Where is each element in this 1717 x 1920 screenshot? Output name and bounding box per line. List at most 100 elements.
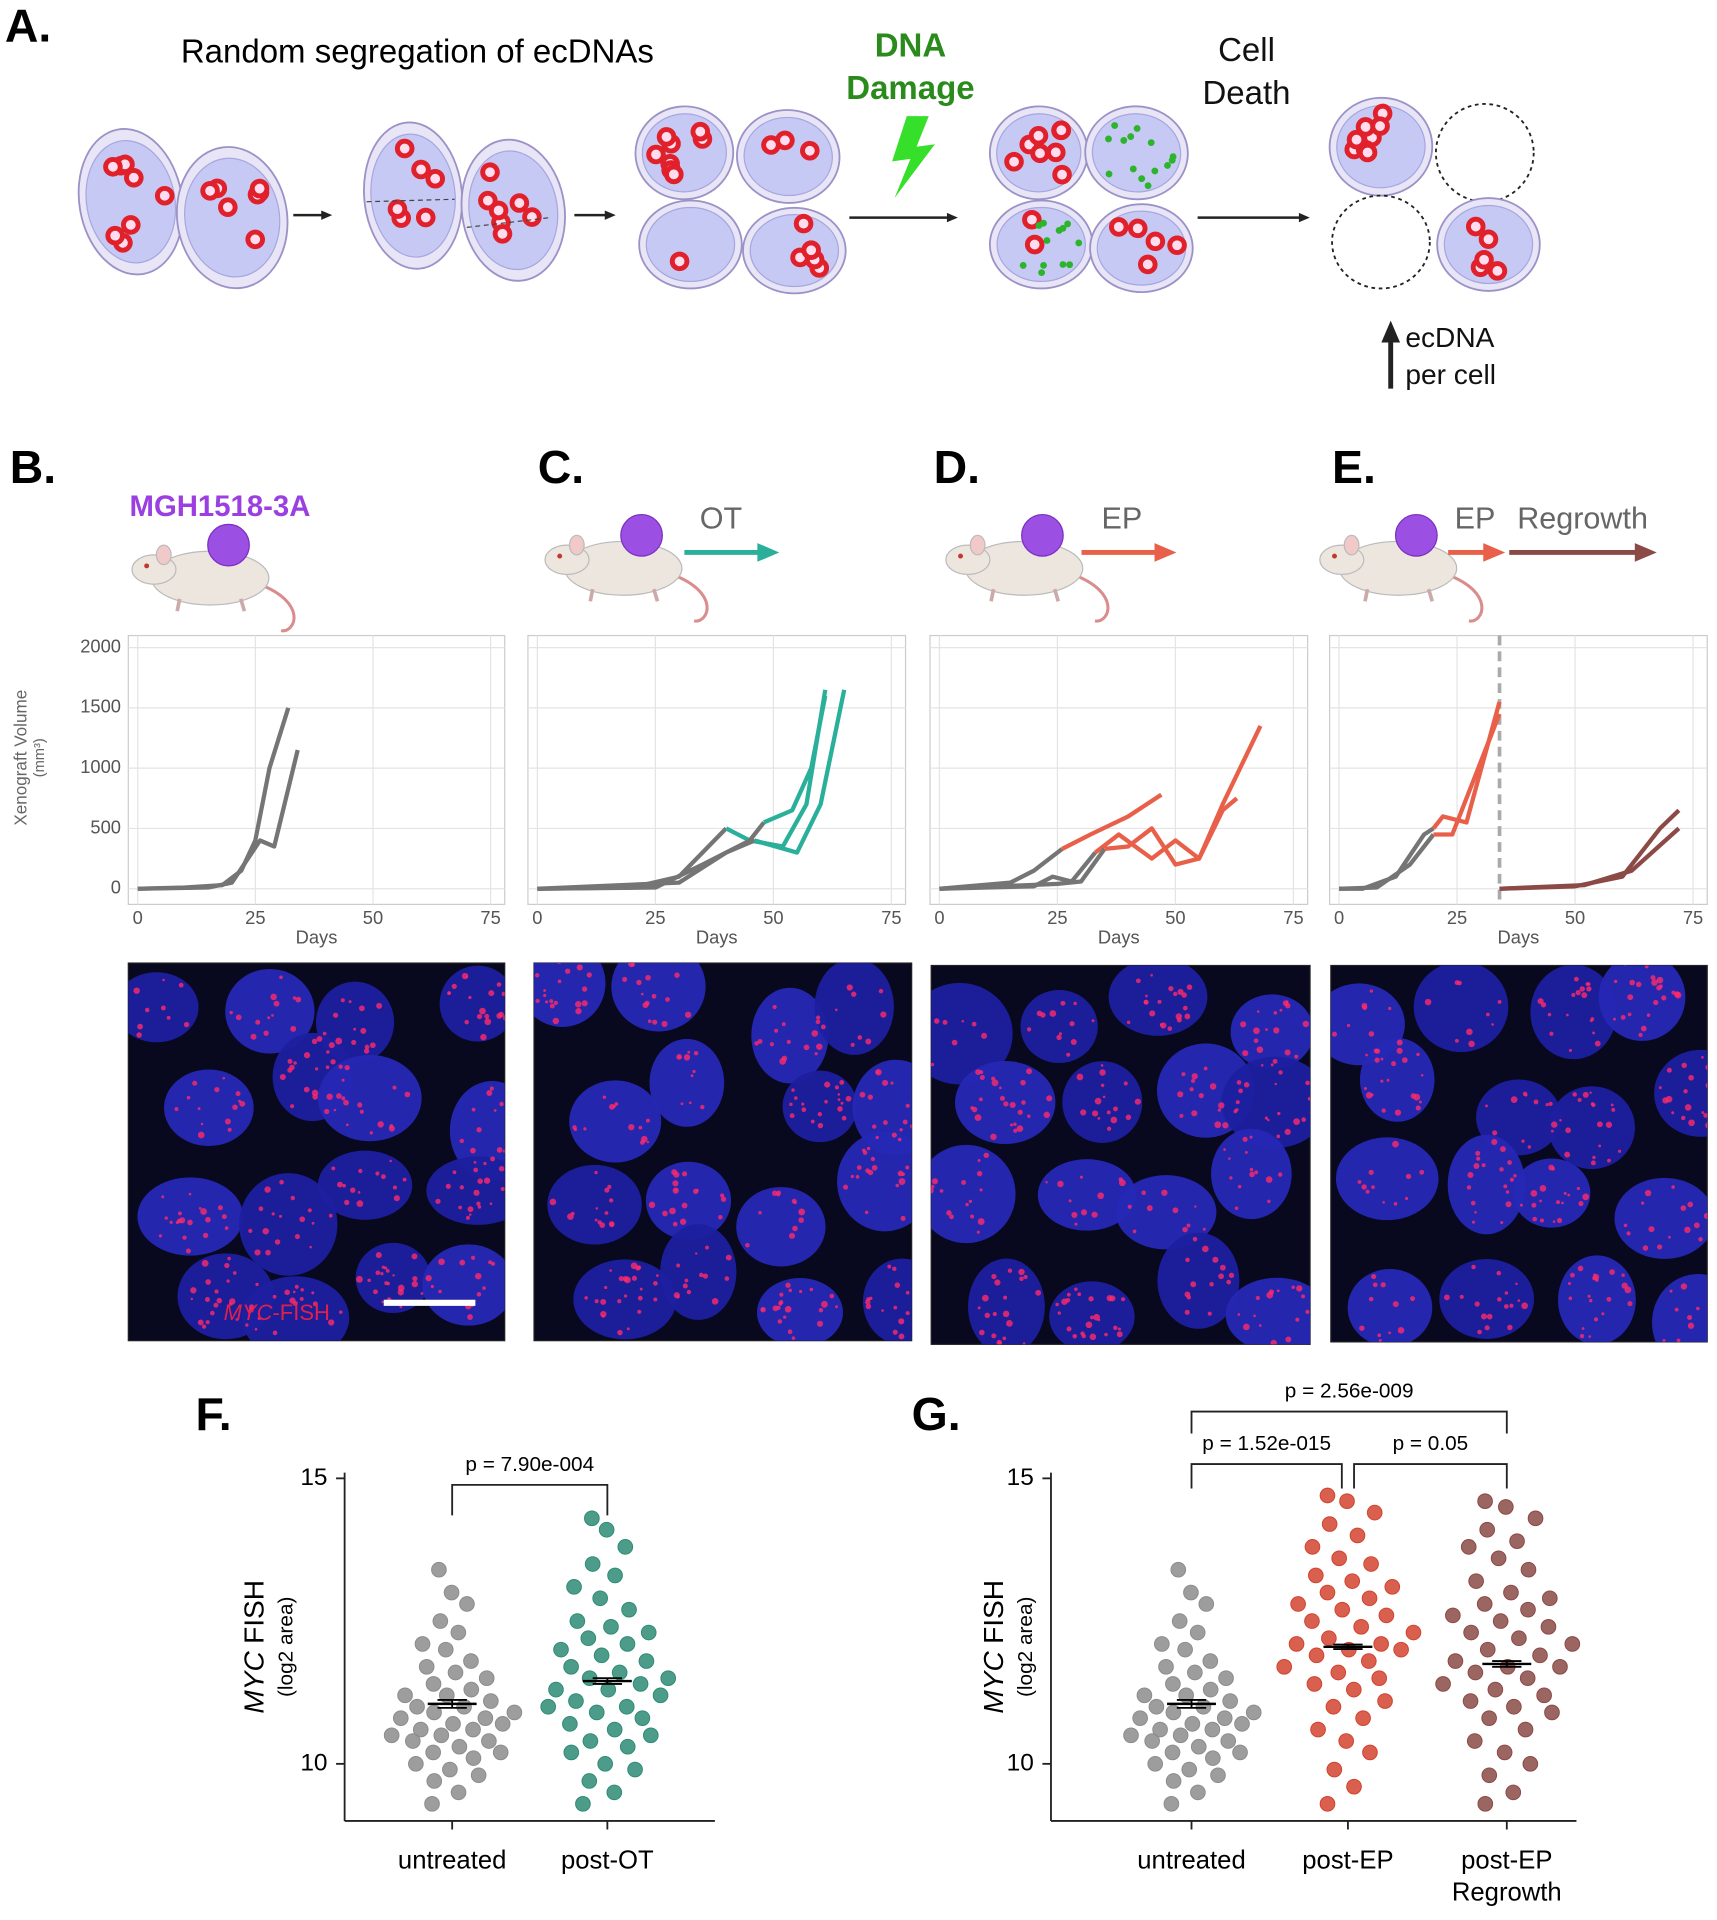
fish-spot	[1149, 1010, 1156, 1017]
fish-spot	[1539, 1199, 1542, 1203]
fish-spot	[1658, 1086, 1662, 1090]
fish-spot	[979, 1188, 983, 1192]
fish-spot	[694, 1252, 698, 1255]
data-point	[1496, 1744, 1513, 1761]
fish-spot	[229, 1010, 233, 1015]
fish-spot	[881, 1309, 884, 1312]
growth-line	[1338, 833, 1436, 891]
fish-spot	[1301, 1294, 1306, 1299]
fish-spot	[680, 1102, 684, 1106]
fish-spot	[1235, 1100, 1240, 1105]
data-point	[1345, 1681, 1362, 1698]
data-point	[563, 1744, 580, 1761]
fish-spot	[1168, 985, 1174, 992]
data-point	[1330, 1664, 1347, 1681]
ecdna	[387, 199, 408, 219]
fish-spot	[584, 1296, 588, 1300]
damage-dot	[1105, 170, 1113, 178]
fish-spot	[480, 1033, 487, 1041]
data-point	[606, 1721, 623, 1738]
plot-frame	[127, 634, 506, 906]
fish-spot	[1307, 1096, 1311, 1101]
data-point	[580, 1630, 597, 1647]
fish-spot	[857, 1035, 863, 1040]
fish-spot	[1591, 1102, 1596, 1108]
fish-spot	[1212, 1256, 1219, 1263]
fish-spot	[1532, 1216, 1538, 1222]
fish-spot	[420, 1292, 424, 1295]
fish-spot	[869, 1296, 873, 1301]
fish-spot	[602, 1095, 607, 1099]
fish-spot	[1318, 1311, 1322, 1315]
fish-spot	[1683, 1089, 1688, 1094]
fish-spot	[392, 1085, 397, 1090]
data-point	[606, 1784, 623, 1801]
data-point	[1371, 1670, 1388, 1687]
fish-spot	[1688, 1119, 1695, 1127]
fish-spot	[976, 1170, 983, 1177]
nucleus	[1115, 1175, 1217, 1250]
fish-spot	[1046, 1095, 1053, 1102]
y-tick-label: 10	[1007, 1749, 1034, 1776]
fish-spot	[564, 968, 571, 974]
fish-spot	[190, 1287, 197, 1294]
fish-spot	[435, 1198, 441, 1204]
fish-spot	[467, 1314, 473, 1320]
x-tick-label: 25	[1047, 907, 1067, 928]
fish-spot	[1656, 1244, 1663, 1250]
data-point	[617, 1539, 634, 1555]
fish-spot	[1524, 1093, 1528, 1097]
mouse-tail	[258, 582, 296, 633]
ecdna	[103, 157, 123, 177]
fish-spot	[1680, 1205, 1687, 1211]
fish-spot	[205, 1279, 211, 1285]
fish-spot	[1203, 1066, 1208, 1071]
fish-spot	[1091, 1019, 1095, 1023]
treatment-label: EP	[1101, 502, 1142, 536]
fish-spot	[1186, 1223, 1191, 1228]
damage-dot	[1040, 261, 1047, 269]
data-point	[1520, 1601, 1536, 1618]
fish-spot	[1243, 1082, 1250, 1088]
fish-spot	[1662, 1339, 1666, 1342]
plot-frame	[1328, 634, 1708, 906]
fish-spot	[648, 957, 651, 960]
fish-spot	[1590, 1017, 1595, 1021]
fish-spot	[1392, 1140, 1399, 1148]
data-point	[1190, 1784, 1206, 1801]
panel-label: E.	[1332, 441, 1376, 493]
x-tick-label-box: post-OT	[561, 1847, 654, 1875]
fish-spot	[1117, 1327, 1122, 1331]
fish-spot	[1049, 1010, 1057, 1017]
growth-line	[537, 821, 766, 891]
fish-spot	[447, 991, 451, 996]
data-point	[1349, 1527, 1366, 1544]
fish-spot	[1253, 1314, 1256, 1318]
data-point	[1467, 1664, 1484, 1681]
fish-spot	[1530, 1190, 1538, 1197]
fish-spot	[328, 1319, 335, 1326]
fish-spot	[850, 1042, 855, 1047]
fish-spot	[1517, 1299, 1521, 1302]
fish-spot	[174, 1107, 179, 1112]
fish-spot	[1396, 1047, 1403, 1054]
y-axis-title: MYC FISH	[239, 1580, 270, 1714]
fish-spot	[489, 1202, 493, 1206]
fish-spot	[1705, 1082, 1708, 1089]
fish-spot	[892, 1266, 897, 1271]
fish-spot	[1578, 1200, 1584, 1207]
fish-spot	[1277, 1111, 1281, 1116]
data-point	[1202, 1681, 1219, 1698]
fish-spot	[864, 1210, 869, 1215]
p-value: p = 7.90e-004	[465, 1453, 594, 1476]
fish-spot	[1642, 1245, 1649, 1251]
fish-spot	[357, 1191, 361, 1194]
nucleus	[1447, 1134, 1526, 1235]
data-point	[642, 1727, 659, 1744]
fish-spot	[1581, 1327, 1585, 1330]
fish-spot	[1228, 1272, 1235, 1279]
fish-spot	[1674, 1307, 1679, 1312]
fish-spot	[799, 1289, 803, 1294]
fish-spot	[597, 1220, 602, 1225]
fish-spot	[999, 1095, 1006, 1101]
